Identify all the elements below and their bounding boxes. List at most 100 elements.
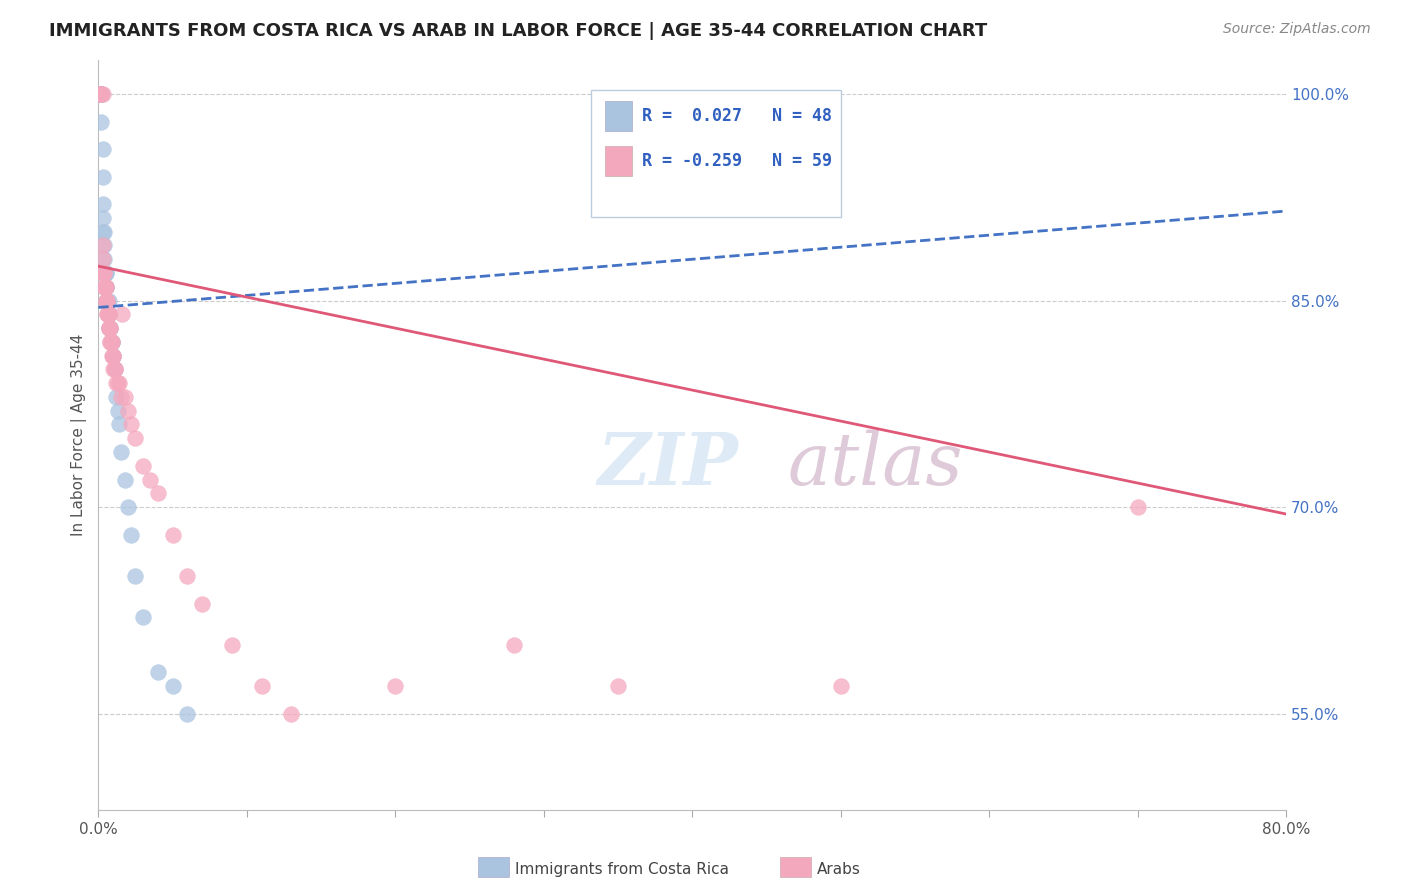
Point — [100, 349, 122, 363]
Point — [120, 527, 142, 541]
Point — [97, 293, 120, 308]
Point — [94, 280, 117, 294]
Point — [191, 597, 214, 611]
Point — [94, 280, 117, 294]
Point — [221, 638, 243, 652]
Point — [132, 610, 155, 624]
Point — [89, 87, 111, 101]
Point — [146, 486, 169, 500]
Point — [94, 280, 117, 294]
Point — [105, 390, 128, 404]
Point — [91, 87, 114, 101]
Point — [93, 280, 115, 294]
Point — [139, 473, 162, 487]
Point — [96, 293, 118, 308]
Point — [104, 362, 127, 376]
Point — [98, 321, 121, 335]
Point — [96, 307, 118, 321]
Point — [90, 87, 112, 101]
Point — [96, 293, 118, 308]
Point — [107, 376, 129, 391]
Point — [103, 362, 125, 376]
Point — [97, 321, 120, 335]
Text: atlas: atlas — [787, 430, 963, 500]
FancyBboxPatch shape — [591, 89, 841, 217]
Bar — [606, 146, 631, 176]
Point — [108, 376, 131, 391]
Point — [93, 280, 115, 294]
Point — [96, 293, 118, 308]
Point — [107, 403, 129, 417]
Point — [93, 238, 115, 252]
Point — [176, 569, 198, 583]
Point — [98, 334, 121, 349]
Point — [91, 238, 114, 252]
Point — [89, 87, 111, 101]
Point — [93, 225, 115, 239]
Point — [132, 458, 155, 473]
Point — [103, 349, 125, 363]
Point — [104, 362, 127, 376]
Point — [89, 87, 111, 101]
Point — [124, 431, 146, 445]
Point — [110, 445, 132, 459]
Point — [90, 87, 112, 101]
Text: IMMIGRANTS FROM COSTA RICA VS ARAB IN LABOR FORCE | AGE 35-44 CORRELATION CHART: IMMIGRANTS FROM COSTA RICA VS ARAB IN LA… — [49, 22, 987, 40]
Point — [97, 321, 120, 335]
Point — [117, 403, 139, 417]
Point — [96, 293, 118, 308]
Point — [97, 307, 120, 321]
Point — [100, 334, 122, 349]
Point — [104, 362, 127, 376]
Point — [89, 87, 111, 101]
Point — [94, 266, 117, 280]
Text: Immigrants from Costa Rica: Immigrants from Costa Rica — [515, 863, 728, 877]
Point — [91, 169, 114, 184]
Point — [91, 225, 114, 239]
Point — [176, 706, 198, 721]
Point — [110, 390, 132, 404]
Point — [90, 87, 112, 101]
Point — [98, 321, 121, 335]
Point — [103, 349, 125, 363]
Point — [98, 321, 121, 335]
Point — [114, 473, 136, 487]
Point — [94, 293, 117, 308]
Point — [100, 334, 122, 349]
Point — [98, 321, 121, 335]
Point — [97, 307, 120, 321]
Point — [503, 638, 526, 652]
Point — [97, 321, 120, 335]
Point — [117, 500, 139, 515]
Point — [97, 321, 120, 335]
Point — [103, 349, 125, 363]
Point — [90, 114, 112, 128]
Point — [114, 390, 136, 404]
Point — [96, 293, 118, 308]
Point — [94, 293, 117, 308]
Point — [250, 679, 273, 693]
Text: ZIP: ZIP — [598, 429, 738, 500]
Point — [93, 266, 115, 280]
Point — [162, 527, 184, 541]
Point — [105, 376, 128, 391]
Point — [120, 417, 142, 432]
Point — [280, 706, 302, 721]
Point — [384, 679, 406, 693]
Point — [91, 266, 114, 280]
Point — [1126, 500, 1149, 515]
Point — [162, 679, 184, 693]
Point — [111, 307, 134, 321]
Point — [94, 280, 117, 294]
Point — [91, 252, 114, 267]
Bar — [606, 101, 631, 131]
Point — [90, 87, 112, 101]
Point — [96, 307, 118, 321]
Point — [93, 266, 115, 280]
Point — [91, 197, 114, 211]
Point — [100, 334, 122, 349]
Point — [98, 334, 121, 349]
Point — [100, 334, 122, 349]
Text: Source: ZipAtlas.com: Source: ZipAtlas.com — [1223, 22, 1371, 37]
Point — [89, 87, 111, 101]
